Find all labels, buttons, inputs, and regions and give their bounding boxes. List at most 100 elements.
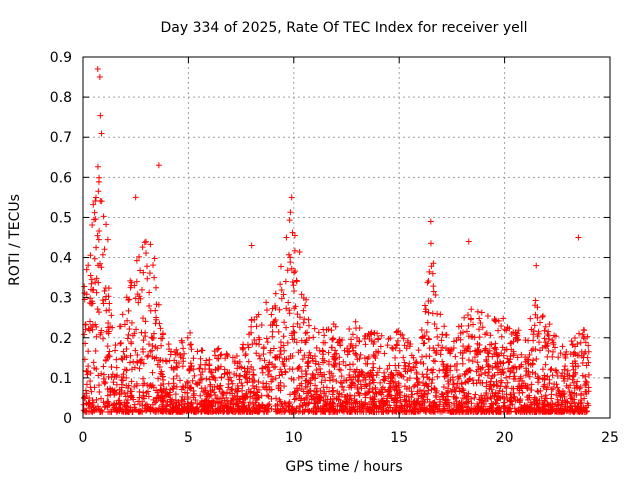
y-tick-label: 0.9 [50, 50, 72, 66]
data-point [491, 381, 498, 388]
data-point [82, 326, 89, 333]
data-point [388, 344, 395, 351]
data-point [463, 328, 470, 335]
data-point [100, 399, 107, 406]
data-point [107, 389, 114, 396]
data-point [362, 341, 369, 348]
data-point [414, 390, 421, 397]
data-point [507, 368, 514, 375]
data-point [370, 364, 377, 371]
data-point [123, 374, 130, 381]
data-point [224, 399, 231, 406]
data-point [272, 290, 279, 297]
data-point [368, 331, 375, 338]
data-point [234, 400, 241, 407]
data-point [478, 309, 485, 316]
data-point [585, 348, 592, 355]
data-point [97, 112, 104, 119]
data-point [200, 403, 207, 410]
data-point [125, 297, 132, 304]
data-point [372, 390, 379, 397]
data-point [404, 368, 411, 375]
data-point [285, 299, 292, 306]
data-point [542, 361, 549, 368]
data-point [126, 359, 133, 366]
data-point [284, 339, 291, 346]
data-point [189, 377, 196, 384]
data-point [100, 300, 107, 307]
data-point [447, 363, 454, 370]
data-point [400, 354, 407, 361]
data-point [415, 395, 422, 402]
data-point [365, 370, 372, 377]
data-point [575, 363, 582, 370]
data-point [386, 362, 393, 369]
data-point [288, 375, 295, 382]
data-point [384, 365, 391, 372]
data-point [286, 307, 293, 314]
data-point [233, 352, 240, 359]
data-point [314, 399, 321, 406]
data-point [430, 403, 437, 410]
data-point [318, 379, 325, 386]
data-point [574, 378, 581, 385]
data-point [245, 358, 252, 365]
data-point [450, 406, 457, 413]
data-point [307, 392, 314, 399]
data-point [163, 358, 170, 365]
data-point [305, 322, 312, 329]
data-point [337, 401, 344, 408]
data-point [464, 311, 471, 318]
data-point [264, 364, 271, 371]
data-point [312, 360, 319, 367]
data-point [212, 367, 219, 374]
data-point [87, 370, 94, 377]
data-point [548, 365, 555, 372]
data-point [338, 406, 345, 413]
data-point [317, 387, 324, 394]
data-point [411, 398, 418, 405]
data-point [153, 316, 160, 323]
data-point [406, 360, 413, 367]
data-point [198, 347, 205, 354]
data-point [512, 375, 519, 382]
data-point [121, 321, 128, 328]
data-point [196, 365, 203, 372]
data-point [374, 369, 381, 376]
data-point [472, 408, 479, 415]
data-point [236, 373, 243, 380]
data-point [86, 400, 93, 407]
data-point [322, 377, 329, 384]
data-point [280, 291, 287, 298]
data-point [272, 375, 279, 382]
data-point [585, 342, 592, 349]
data-point [482, 331, 489, 338]
data-point [255, 378, 262, 385]
data-point [541, 372, 548, 379]
data-point [469, 377, 476, 384]
data-point [559, 397, 566, 404]
data-point [121, 366, 128, 373]
data-point [495, 327, 502, 334]
data-point [171, 349, 178, 356]
data-point [576, 330, 583, 337]
data-point [246, 331, 253, 338]
data-point [526, 394, 533, 401]
data-point [92, 198, 99, 205]
data-point [133, 380, 140, 387]
data-point [403, 407, 410, 414]
data-point [395, 327, 402, 334]
data-points [80, 66, 592, 415]
data-point [139, 402, 146, 409]
data-point [455, 323, 462, 330]
data-point [196, 365, 203, 372]
y-tick-label: 0.7 [50, 130, 72, 146]
data-point [354, 334, 361, 341]
data-point [197, 401, 204, 408]
data-point [310, 408, 317, 415]
data-point [83, 381, 90, 388]
data-point [542, 395, 549, 402]
data-point [170, 407, 177, 414]
data-point [142, 407, 149, 414]
data-point [315, 361, 322, 368]
